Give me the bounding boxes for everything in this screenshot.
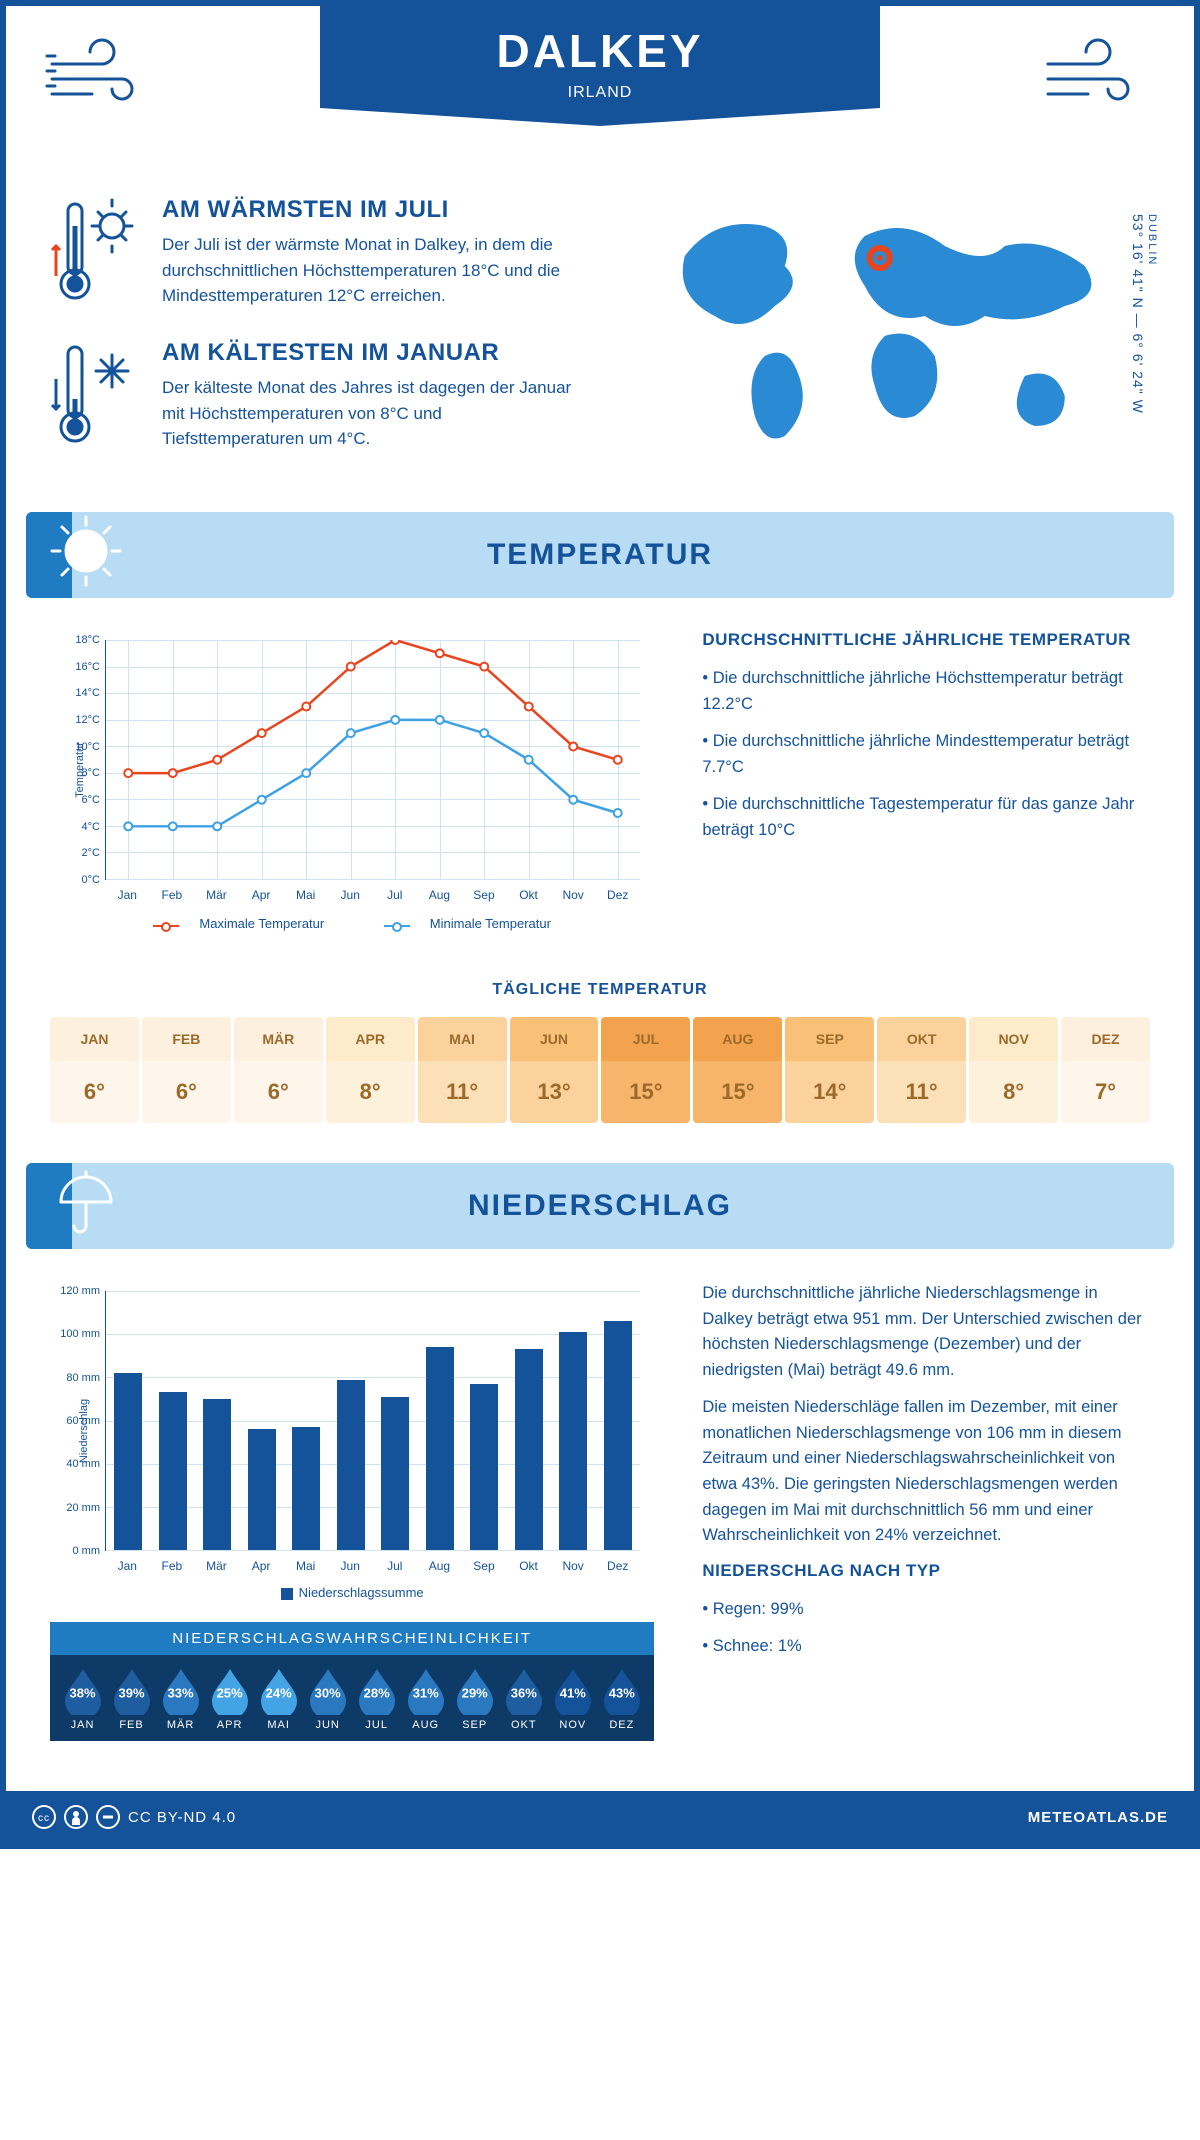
precip-legend: Niederschlagssumme [50, 1585, 654, 1600]
daily-temp-grid: JAN 6°FEB 6°MÄR 6°APR 8°MAI 11°JUN 13°JU… [6, 1017, 1194, 1163]
license: cc CC BY-ND 4.0 [32, 1805, 236, 1829]
precip-para2: Die meisten Niederschläge fallen im Deze… [702, 1395, 1150, 1548]
svg-text:cc: cc [38, 1813, 50, 1824]
site-name: METEOATLAS.DE [1028, 1809, 1168, 1826]
sun-icon [46, 511, 126, 599]
umbrella-icon [46, 1162, 126, 1250]
precip-para1: Die durchschnittliche jährliche Niedersc… [702, 1281, 1150, 1383]
facts-col: AM WÄRMSTEN IM JULI Der Juli ist der wär… [50, 196, 610, 482]
prob-cell: 25%APR [207, 1665, 252, 1731]
prob-cell: 28%JUL [354, 1665, 399, 1731]
precip-type-bullet: • Schnee: 1% [702, 1634, 1150, 1660]
legend-min: Minimale Temperatur [430, 916, 551, 931]
precip-section-title: NIEDERSCHLAG [26, 1163, 1174, 1249]
temp-section-title: TEMPERATUR [26, 512, 1174, 598]
daily-cell: AUG 15° [693, 1017, 782, 1123]
temp-title-text: TEMPERATUR [487, 538, 713, 571]
prob-cell: 41%NOV [550, 1665, 595, 1731]
header: DALKEY IRLAND [6, 6, 1194, 176]
prob-cell: 36%OKT [501, 1665, 546, 1731]
temp-side-heading: DURCHSCHNITTLICHE JÄHRLICHE TEMPERATUR [702, 630, 1150, 650]
daily-cell: MAI 11° [418, 1017, 507, 1123]
precip-chart-box: Niederschlag 0 mm20 mm40 mm60 mm80 mm100… [50, 1281, 654, 1741]
daily-cell: JUN 13° [510, 1017, 599, 1123]
coldest-title: AM KÄLTESTEN IM JANUAR [162, 339, 582, 367]
daily-temp-title: TÄGLICHE TEMPERATUR [6, 981, 1194, 999]
page-subtitle: IRLAND [320, 84, 880, 102]
temp-legend: Maximale Temperatur Minimale Temperatur [50, 916, 654, 931]
temp-side: DURCHSCHNITTLICHE JÄHRLICHE TEMPERATUR •… [702, 630, 1150, 931]
prob-cell: 33%MÄR [158, 1665, 203, 1731]
prob-cell: 29%SEP [452, 1665, 497, 1731]
footer: cc CC BY-ND 4.0 METEOATLAS.DE [6, 1791, 1194, 1843]
page: DALKEY IRLAND [0, 0, 1200, 1849]
coldest-text: Der kälteste Monat des Jahres ist dagege… [162, 375, 582, 452]
map-coords: DUBLIN 53° 16' 41" N — 6° 6' 24" W [1130, 214, 1158, 414]
temp-bullet: • Die durchschnittliche Tagestemperatur … [702, 792, 1150, 843]
map-city-label: DUBLIN [1146, 214, 1158, 404]
title-band: DALKEY IRLAND [320, 6, 880, 126]
daily-cell: SEP 14° [785, 1017, 874, 1123]
wind-icon [42, 34, 162, 119]
wind-icon [1038, 34, 1158, 119]
precip-legend-label: Niederschlagssumme [299, 1585, 424, 1600]
precip-type-bullet: • Regen: 99% [702, 1597, 1150, 1623]
temp-bullet: • Die durchschnittliche jährliche Mindes… [702, 729, 1150, 780]
precip-type-heading: NIEDERSCHLAG NACH TYP [702, 1561, 1150, 1581]
coldest-fact: AM KÄLTESTEN IM JANUAR Der kälteste Mona… [50, 339, 610, 454]
daily-cell: MÄR 6° [234, 1017, 323, 1123]
daily-cell: JAN 6° [50, 1017, 139, 1123]
thermometer-snow-icon [50, 339, 140, 454]
daily-cell: DEZ 7° [1061, 1017, 1150, 1123]
map-coords-text: 53° 16' 41" N — 6° 6' 24" W [1130, 214, 1146, 414]
prob-cell: 39%FEB [109, 1665, 154, 1731]
daily-cell: FEB 6° [142, 1017, 231, 1123]
daily-cell: JUL 15° [601, 1017, 690, 1123]
prob-cell: 38%JAN [60, 1665, 105, 1731]
daily-cell: NOV 8° [969, 1017, 1058, 1123]
warmest-text: Der Juli ist der wärmste Monat in Dalkey… [162, 232, 582, 309]
precip-title-text: NIEDERSCHLAG [468, 1189, 732, 1222]
warmest-fact: AM WÄRMSTEN IM JULI Der Juli ist der wär… [50, 196, 610, 311]
warmest-title: AM WÄRMSTEN IM JULI [162, 196, 582, 224]
daily-cell: APR 8° [326, 1017, 415, 1123]
precip-yaxis-label: Niederschlag [78, 1399, 90, 1463]
page-title: DALKEY [320, 24, 880, 78]
temp-chart: Temperatur 0°C2°C4°C6°C8°C10°C12°C14°C16… [50, 630, 654, 931]
intro-row: AM WÄRMSTEN IM JULI Der Juli ist der wär… [6, 176, 1194, 512]
prob-cell: 24%MAI [256, 1665, 301, 1731]
prob-box: NIEDERSCHLAGSWAHRSCHEINLICHKEIT 38%JAN 3… [50, 1622, 654, 1741]
prob-cell: 30%JUN [305, 1665, 350, 1731]
license-text: CC BY-ND 4.0 [128, 1809, 236, 1826]
daily-cell: OKT 11° [877, 1017, 966, 1123]
map-col: DUBLIN 53° 16' 41" N — 6° 6' 24" W [640, 196, 1150, 482]
prob-cell: 31%AUG [403, 1665, 448, 1731]
precip-side: Die durchschnittliche jährliche Niedersc… [702, 1281, 1150, 1741]
prob-cell: 43%DEZ [599, 1665, 644, 1731]
temp-bullet: • Die durchschnittliche jährliche Höchst… [702, 666, 1150, 717]
prob-title: NIEDERSCHLAGSWAHRSCHEINLICHKEIT [50, 1622, 654, 1655]
temp-row: Temperatur 0°C2°C4°C6°C8°C10°C12°C14°C16… [6, 630, 1194, 951]
precip-row: Niederschlag 0 mm20 mm40 mm60 mm80 mm100… [6, 1281, 1194, 1761]
world-map-icon [640, 196, 1150, 456]
thermometer-sun-icon [50, 196, 140, 311]
legend-max: Maximale Temperatur [199, 916, 324, 931]
